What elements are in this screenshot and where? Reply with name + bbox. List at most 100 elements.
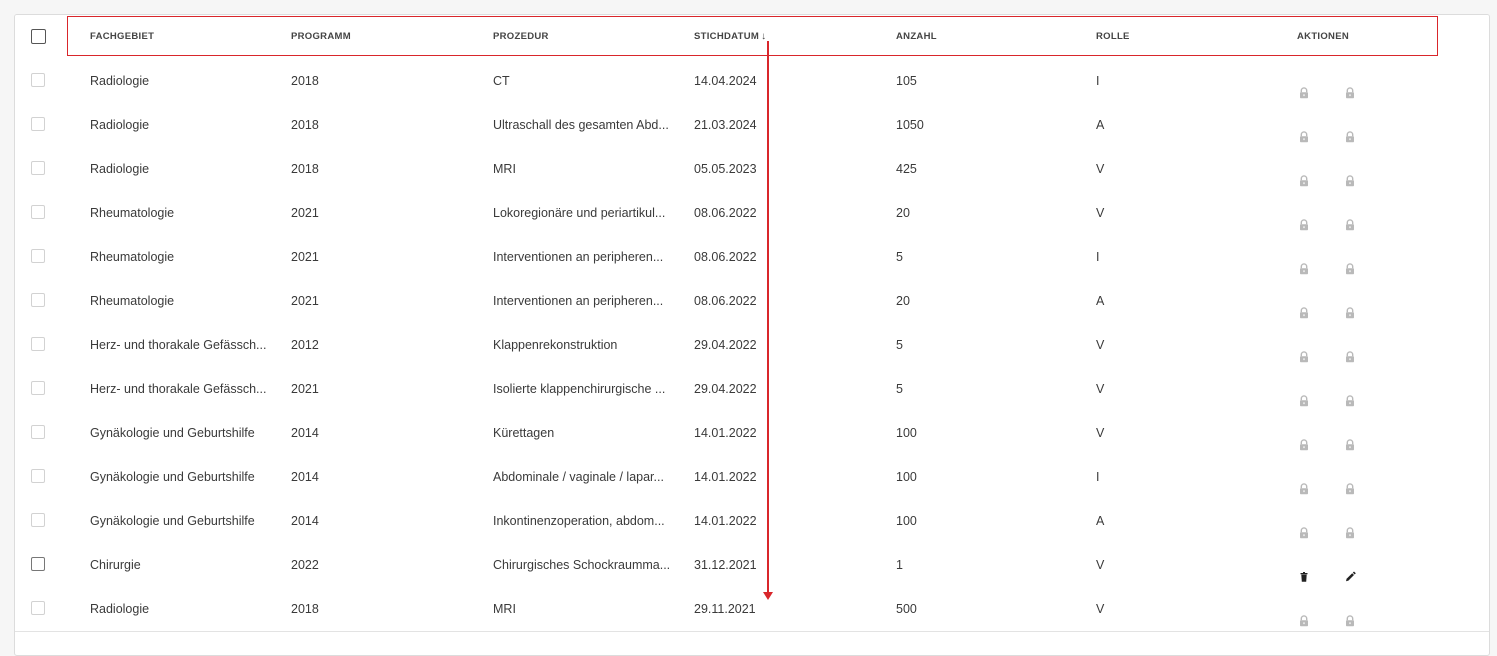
- column-header-label: PROZEDUR: [493, 31, 549, 42]
- cell-prozedur: Lokoregionäre und periartikul...: [493, 206, 666, 220]
- cell-rolle: A: [1096, 118, 1105, 132]
- cell-stichdatum: 29.04.2022: [694, 338, 757, 352]
- lock-icon: [1297, 470, 1311, 495]
- lock-icon: [1343, 118, 1357, 143]
- cell-rolle: I: [1096, 470, 1100, 484]
- lock-icon: [1297, 602, 1311, 627]
- cell-fachgebiet: Herz- und thorakale Gefässch...: [90, 338, 267, 352]
- table-row[interactable]: Rheumatologie 2021 Lokoregionäre und peria…: [15, 191, 1489, 236]
- cell-anzahl: 20: [896, 294, 910, 308]
- table-row[interactable]: Gynäkologie und Geburtshilfe 2014 Kürettag…: [15, 411, 1489, 456]
- cell-fachgebiet: Radiologie: [90, 602, 150, 616]
- cell-prozedur: CT: [493, 74, 510, 88]
- lock-icon: [1297, 294, 1311, 319]
- table-row[interactable]: Radiologie 2018 CT 14.04.2024 105 I: [15, 59, 1489, 104]
- cell-prozedur: Isolierte klappenchirurgische ...: [493, 382, 666, 396]
- row-select-cell: [31, 235, 51, 279]
- lock-icon: [1297, 206, 1311, 231]
- row-checkbox[interactable]: [31, 293, 45, 307]
- table-row[interactable]: Gynäkologie und Geburtshilfe 2014 Inkontin…: [15, 499, 1489, 544]
- cell-fachgebiet: Radiologie: [90, 162, 150, 176]
- row-checkbox[interactable]: [31, 73, 45, 87]
- cell-anzahl: 100: [896, 514, 917, 528]
- table-row[interactable]: Gynäkologie und Geburtshilfe 2014 Abdomina…: [15, 455, 1489, 500]
- row-select-cell: [31, 279, 51, 323]
- row-checkbox[interactable]: [31, 557, 45, 571]
- pencil-icon[interactable]: [1343, 558, 1357, 582]
- cell-aktionen: [1297, 191, 1417, 235]
- row-checkbox[interactable]: [31, 117, 45, 131]
- cell-stichdatum: 14.04.2024: [694, 74, 757, 88]
- cell-rolle: V: [1096, 338, 1105, 352]
- row-checkbox[interactable]: [31, 601, 45, 615]
- cell-stichdatum: 31.12.2021: [694, 558, 757, 572]
- column-header-label: AKTIONEN: [1297, 31, 1350, 42]
- table-row[interactable]: Herz- und thorakale Gefässch... 2012 Klapp…: [15, 323, 1489, 368]
- cell-aktionen: [1297, 455, 1417, 499]
- cell-stichdatum: 14.01.2022: [694, 426, 757, 440]
- row-checkbox[interactable]: [31, 161, 45, 175]
- cell-rolle: V: [1096, 558, 1105, 572]
- cell-anzahl: 20: [896, 206, 910, 220]
- cell-fachgebiet: Rheumatologie: [90, 294, 175, 308]
- lock-icon: [1297, 514, 1311, 539]
- column-header-fachgebiet[interactable]: FACHGEBIET: [90, 15, 280, 59]
- column-header-prozedur[interactable]: PROZEDUR: [493, 15, 683, 59]
- cell-programm: 2014: [291, 470, 319, 484]
- cell-programm: 2018: [291, 162, 319, 176]
- cell-prozedur: MRI: [493, 162, 516, 176]
- cell-stichdatum: 29.04.2022: [694, 382, 757, 396]
- cell-programm: 2014: [291, 514, 319, 528]
- cell-aktionen: [1297, 499, 1417, 543]
- cell-prozedur: Interventionen an peripheren...: [493, 294, 664, 308]
- cell-aktionen: [1297, 587, 1417, 631]
- lock-icon: [1297, 74, 1311, 99]
- cell-anzahl: 5: [896, 338, 903, 352]
- lock-icon: [1343, 294, 1357, 319]
- cell-programm: 2022: [291, 558, 319, 572]
- table-row[interactable]: Rheumatologie 2021 Interventionen an perip…: [15, 235, 1489, 280]
- sort-descending-icon[interactable]: ↓: [761, 31, 767, 42]
- column-header-label: ROLLE: [1096, 31, 1130, 42]
- table-row[interactable]: Rheumatologie 2021 Interventionen an perip…: [15, 279, 1489, 324]
- cell-stichdatum: 14.01.2022: [694, 470, 757, 484]
- cell-fachgebiet: Rheumatologie: [90, 206, 175, 220]
- cell-prozedur: Abdominale / vaginale / lapar...: [493, 470, 664, 484]
- column-header-rolle[interactable]: ROLLE: [1096, 15, 1256, 59]
- lock-icon: [1297, 162, 1311, 187]
- data-table: FACHGEBIET PROGRAMM PROZEDUR STICHDATUM ↓…: [14, 14, 1490, 656]
- table-row[interactable]: Radiologie 2018 MRI 29.11.2021 500 V: [15, 587, 1489, 632]
- cell-stichdatum: 08.06.2022: [694, 250, 757, 264]
- lock-icon: [1343, 426, 1357, 451]
- cell-aktionen: [1297, 147, 1417, 191]
- table-row[interactable]: Radiologie 2018 MRI 05.05.2023 425 V: [15, 147, 1489, 192]
- row-checkbox[interactable]: [31, 205, 45, 219]
- row-checkbox[interactable]: [31, 513, 45, 527]
- select-all-checkbox[interactable]: [31, 29, 46, 44]
- column-header-stichdatum[interactable]: STICHDATUM ↓: [694, 15, 854, 59]
- row-checkbox[interactable]: [31, 337, 45, 351]
- column-header-anzahl[interactable]: ANZAHL: [896, 15, 1056, 59]
- cell-anzahl: 100: [896, 470, 917, 484]
- lock-icon: [1343, 514, 1357, 539]
- column-header-aktionen: AKTIONEN: [1297, 15, 1417, 59]
- row-checkbox[interactable]: [31, 469, 45, 483]
- cell-programm: 2021: [291, 294, 319, 308]
- cell-stichdatum: 29.11.2021: [694, 602, 756, 616]
- cell-aktionen: [1297, 543, 1417, 587]
- row-checkbox[interactable]: [31, 249, 45, 263]
- row-checkbox[interactable]: [31, 425, 45, 439]
- column-header-programm[interactable]: PROGRAMM: [291, 15, 471, 59]
- lock-icon: [1297, 250, 1311, 275]
- cell-programm: 2021: [291, 250, 319, 264]
- select-all-cell: [31, 15, 51, 59]
- table-row[interactable]: Radiologie 2018 Ultraschall des gesamten A…: [15, 103, 1489, 148]
- cell-prozedur: Inkontinenzoperation, abdom...: [493, 514, 665, 528]
- trash-icon[interactable]: [1297, 558, 1311, 582]
- table-row[interactable]: Chirurgie 2022 Chirurgisches Schockraumma.…: [15, 543, 1489, 588]
- row-checkbox[interactable]: [31, 381, 45, 395]
- cell-rolle: A: [1096, 514, 1105, 528]
- cell-prozedur: Interventionen an peripheren...: [493, 250, 664, 264]
- table-row[interactable]: Herz- und thorakale Gefässch... 2021 Isoli…: [15, 367, 1489, 412]
- cell-aktionen: [1297, 235, 1417, 279]
